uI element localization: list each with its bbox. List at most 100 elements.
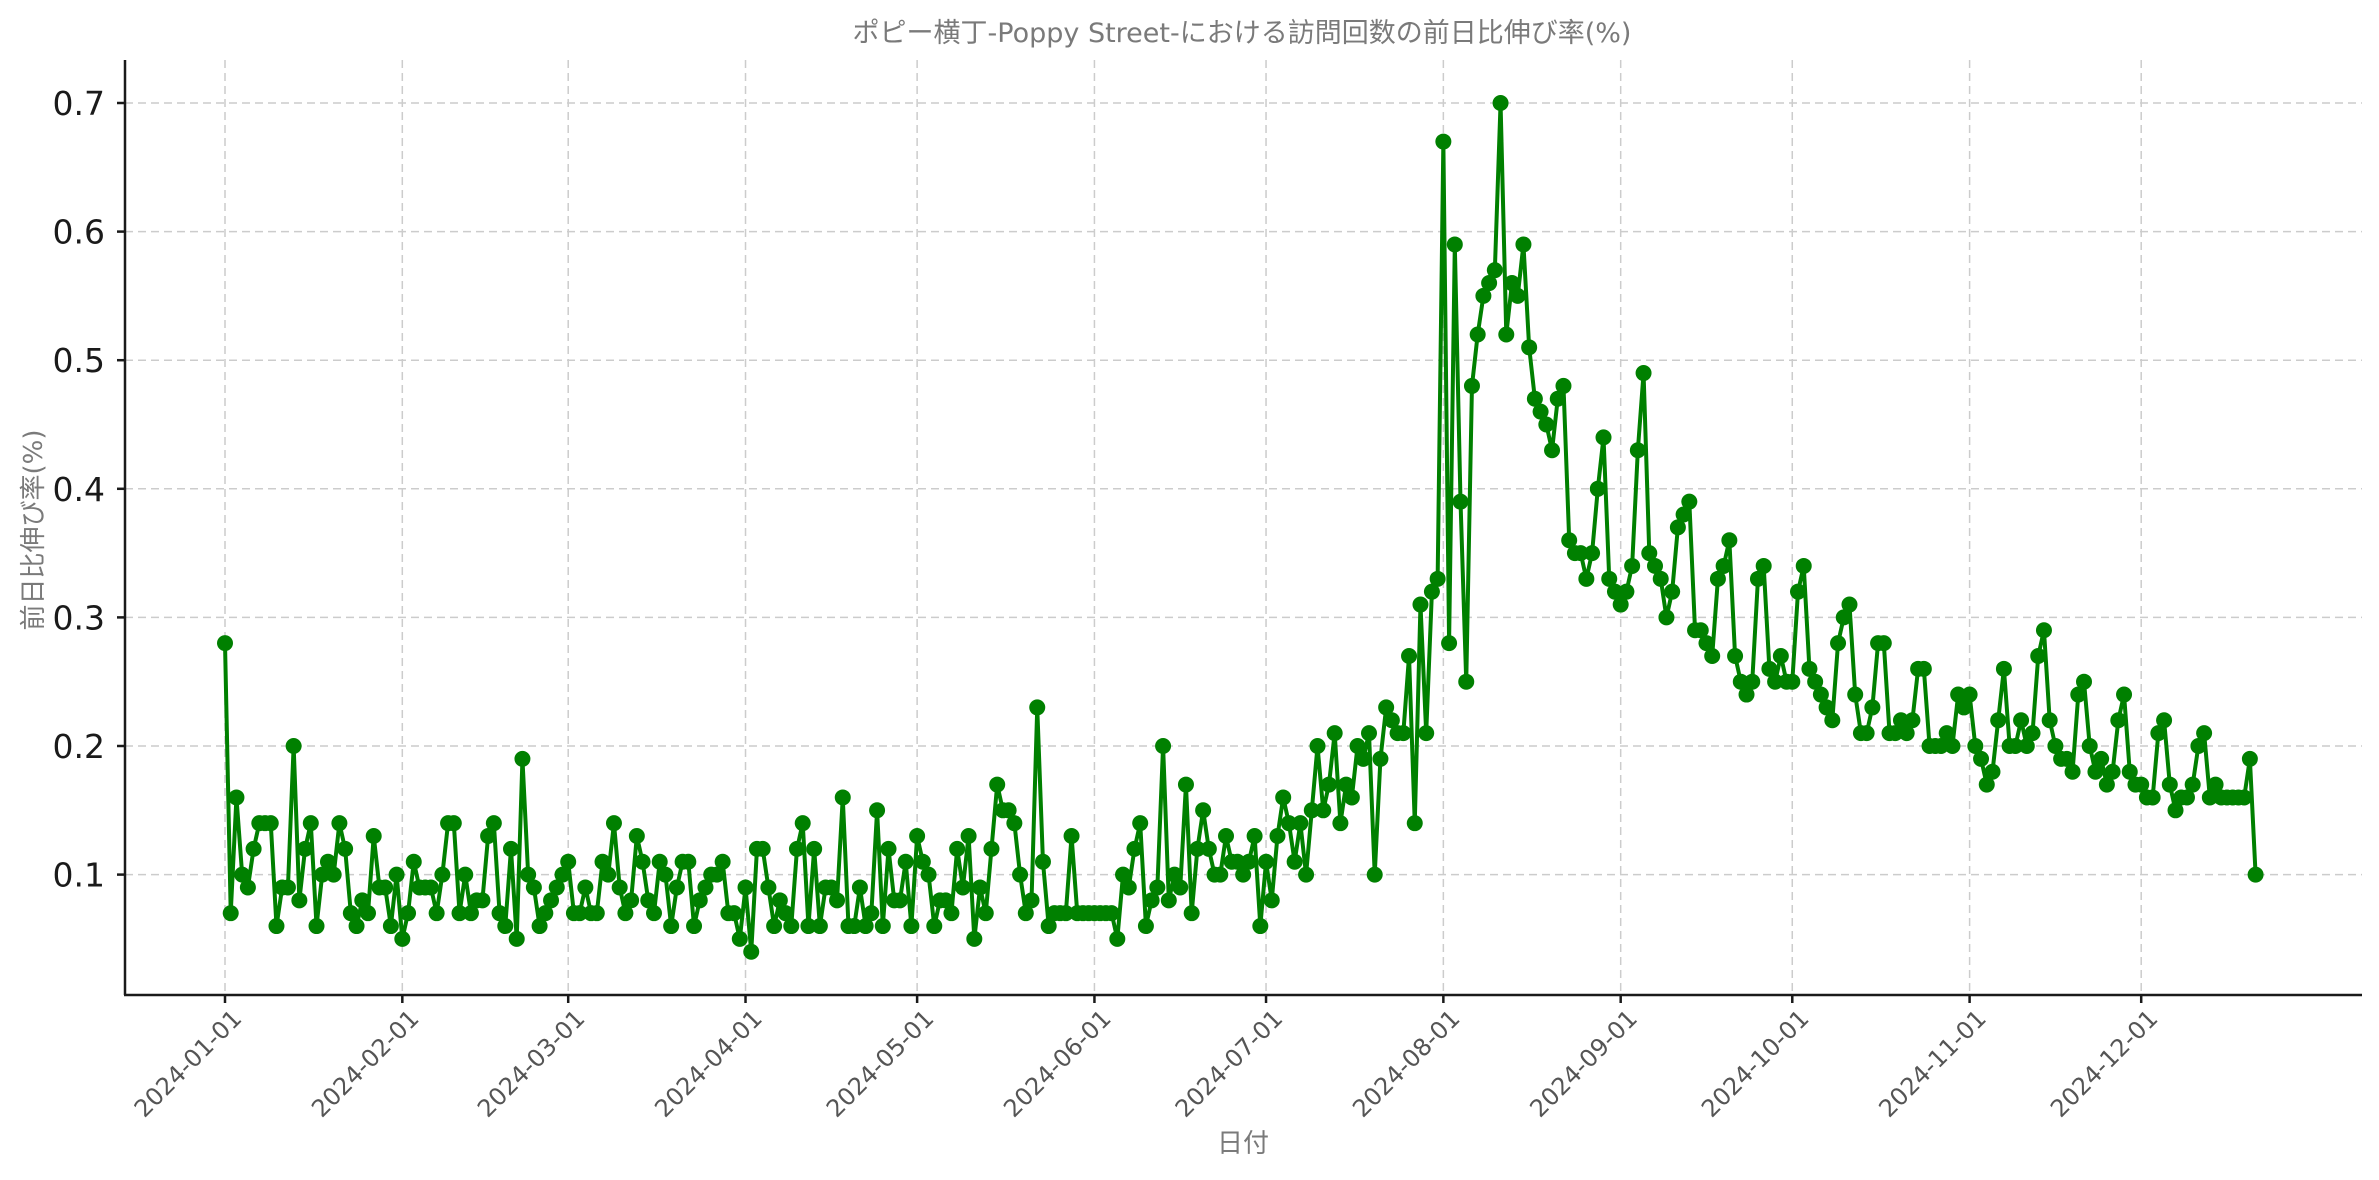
data-point [966,930,983,947]
data-point [1538,416,1555,433]
data-point [891,892,908,909]
data-point [422,879,439,896]
data-point [1944,738,1961,754]
data-point [743,943,760,960]
data-point [1000,802,1017,819]
data-point [1521,339,1538,356]
data-point [1761,660,1778,677]
data-point [1629,442,1646,459]
data-point [1572,545,1589,562]
data-point [1240,853,1257,870]
y-tick-label: 0.7 [53,84,105,123]
data-point [1246,828,1263,845]
data-point [846,918,863,935]
data-point [2184,776,2201,793]
data-point [571,905,588,922]
data-point [1652,570,1669,587]
data-point [1744,673,1761,690]
data-point [525,879,542,896]
data-point [954,879,971,896]
data-point [1401,647,1418,664]
data-point [531,918,548,935]
data-point [1955,699,1972,716]
data-point [1029,699,1046,716]
data-point [1137,918,1154,935]
data-point [2041,712,2058,729]
data-point [2201,789,2218,806]
data-point [726,905,743,922]
data-point [1429,570,1446,587]
data-point [1212,866,1229,883]
y-tick-label: 0.3 [53,598,105,637]
data-point [1258,853,1275,870]
x-tick-label: 2024-04-01 [649,1004,767,1122]
data-point [554,866,571,883]
data-point [1366,866,1383,883]
data-point [1269,828,1286,845]
data-point [1807,673,1824,690]
data-point [1292,815,1309,832]
data-point [1835,609,1852,626]
data-point [2110,712,2127,729]
data-point [1824,712,1841,729]
grid-lines [125,60,2362,995]
data-point [1950,686,1967,703]
data-point [2087,763,2104,780]
x-tick-label: 2024-02-01 [306,1004,424,1122]
x-tick-label: 2024-11-01 [1873,1004,1991,1122]
data-point [302,815,319,832]
data-point [451,905,468,922]
data-point [731,930,748,947]
data-point [1383,712,1400,729]
data-point [1675,506,1692,523]
data-point [1349,738,1366,754]
data-point [1166,866,1183,883]
y-ticks: 0.1 0.2 0.3 0.4 0.5 0.6 0.7 [53,84,125,895]
data-point [897,853,914,870]
data-point [2007,738,2024,754]
data-point [245,840,262,857]
data-point [1452,493,1469,510]
data-point [697,879,714,896]
data-point [543,892,560,909]
data-point [2150,725,2167,742]
data-point [2064,763,2081,780]
data-point [794,815,811,832]
data-point [1355,750,1372,767]
x-axis-label: 日付 [1217,1129,1269,1159]
data-point [2013,712,2030,729]
data-point [1606,583,1623,600]
data-point [1978,776,1995,793]
data-point [1647,557,1663,574]
data-point [297,840,314,857]
data-point [1532,403,1549,420]
data-point [806,840,823,857]
data-point [1103,905,1120,922]
data-point [949,840,966,857]
x-tick-label: 2024-09-01 [1524,1004,1642,1122]
data-point [1612,596,1629,613]
data-point [989,776,1006,793]
data-point [1034,853,1051,870]
data-point [365,828,382,845]
data-point [360,905,376,922]
data-point [228,789,245,806]
data-point [1189,840,1206,857]
data-point [972,879,989,896]
data-point [1017,905,1034,922]
data-point [937,892,954,909]
data-point [1795,557,1812,574]
data-point [1115,866,1132,883]
x-tick-label: 2024-07-01 [1170,1004,1288,1122]
data-point [291,892,308,909]
data-point [874,918,891,935]
data-point [880,840,897,857]
data-point [1469,326,1486,343]
y-tick-label: 0.5 [53,341,105,380]
data-point [657,866,674,883]
x-tick-label: 2024-12-01 [2045,1004,2163,1122]
data-point [268,918,285,935]
data-point [1006,815,1023,832]
data-point [1286,853,1303,870]
data-point [1830,635,1847,652]
